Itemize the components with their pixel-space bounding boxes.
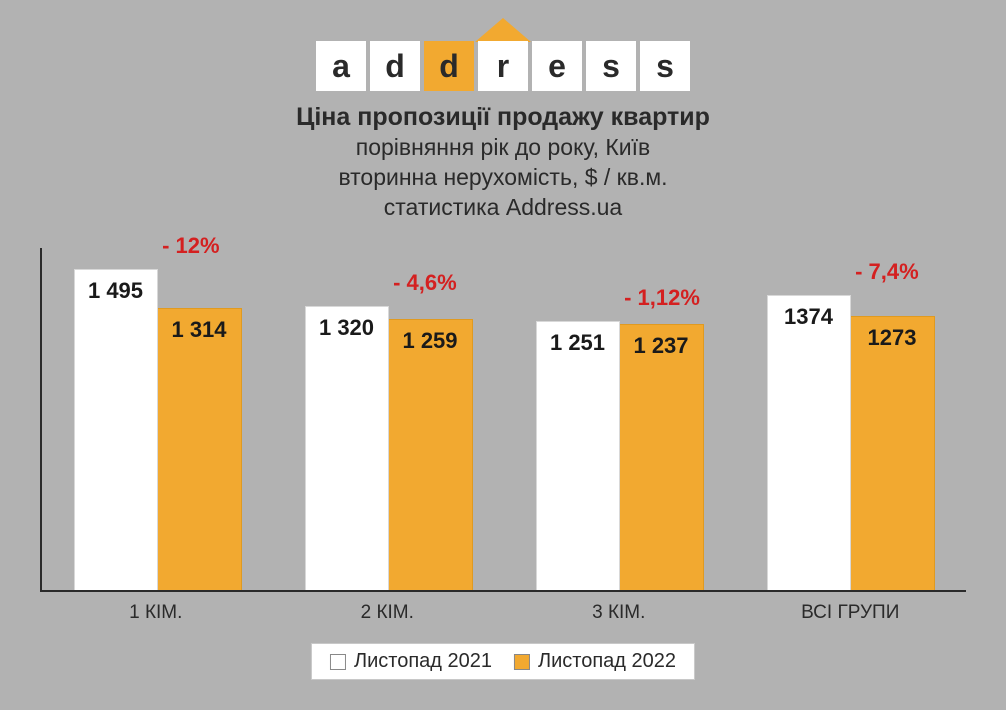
legend-swatch-icon (514, 654, 530, 670)
logo-letter: s (640, 41, 690, 91)
percent-change-label: - 12% (162, 233, 219, 259)
chart-subtitle-1: порівняння рік до року, Київ (296, 133, 710, 163)
legend-label: Листопад 2022 (538, 650, 676, 673)
bar-value-label: 1 314 (158, 317, 241, 343)
bar-groups: 1 4951 314- 12% 1 3201 259 - 4,6% 1 2511 23… (42, 248, 966, 590)
logo-letter: d (424, 41, 474, 91)
bar-2021: 1374 (767, 295, 851, 590)
logo-letter: e (532, 41, 582, 91)
percent-change-label: - 7,4% (855, 259, 919, 285)
legend: Листопад 2021 Листопад 2022 (311, 643, 695, 680)
logo-letter: r (478, 41, 528, 91)
bar-group: 1 3201 259 - 4,6% (273, 248, 504, 590)
chart-subtitle-3: статистика Address.ua (296, 193, 710, 223)
legend-item: Листопад 2021 (330, 650, 492, 673)
bar-2022: 1 314 (158, 308, 242, 591)
title-block: Ціна пропозиції продажу квартир порівнян… (296, 102, 710, 223)
x-axis-label: ВСІ ГРУПИ (735, 602, 967, 624)
logo: address (316, 18, 690, 91)
chart-subtitle-2: вторинна нерухомість, $ / кв.м. (296, 163, 710, 193)
chart-title: Ціна пропозиції продажу квартир (296, 102, 710, 133)
bar-value-label: 1273 (851, 325, 934, 351)
legend-label: Листопад 2021 (354, 650, 492, 673)
x-axis-label: 1 КІМ. (40, 602, 272, 624)
logo-letters: address (316, 41, 690, 91)
x-axis-label: 3 КІМ. (503, 602, 735, 624)
logo-letter: a (316, 41, 366, 91)
bar-2021: 1 251 (536, 321, 620, 590)
percent-change-label: - 1,12% (624, 285, 700, 311)
bar-2022: 1 259 (389, 319, 473, 590)
bar-2021: 1 320 (305, 306, 389, 590)
x-axis-label: 2 КІМ. (272, 602, 504, 624)
logo-letter: d (370, 41, 420, 91)
legend-item: Листопад 2022 (514, 650, 676, 673)
percent-change-label: - 4,6% (393, 270, 457, 296)
bar-value-label: 1 259 (389, 328, 472, 354)
bar-group: 1 4951 314- 12% (42, 248, 273, 590)
bar-group: 1 2511 237 - 1,12% (504, 248, 735, 590)
logo-arrow-icon (475, 18, 531, 42)
bar-2022: 1273 (851, 316, 935, 590)
logo-letter: s (586, 41, 636, 91)
bar-group: 13741273 - 7,4% (735, 248, 966, 590)
x-axis-labels: 1 КІМ.2 КІМ.3 КІМ.ВСІ ГРУПИ (40, 602, 966, 624)
chart-area: 1 4951 314- 12% 1 3201 259 - 4,6% 1 2511 23… (40, 248, 966, 592)
bar-2022: 1 237 (620, 324, 704, 590)
bar-2021: 1 495 (74, 269, 158, 590)
bar-value-label: 1 495 (75, 278, 157, 304)
bar-value-label: 1374 (768, 304, 850, 330)
legend-swatch-icon (330, 654, 346, 670)
bar-value-label: 1 251 (537, 330, 619, 356)
bar-value-label: 1 237 (620, 333, 703, 359)
bar-value-label: 1 320 (306, 315, 388, 341)
